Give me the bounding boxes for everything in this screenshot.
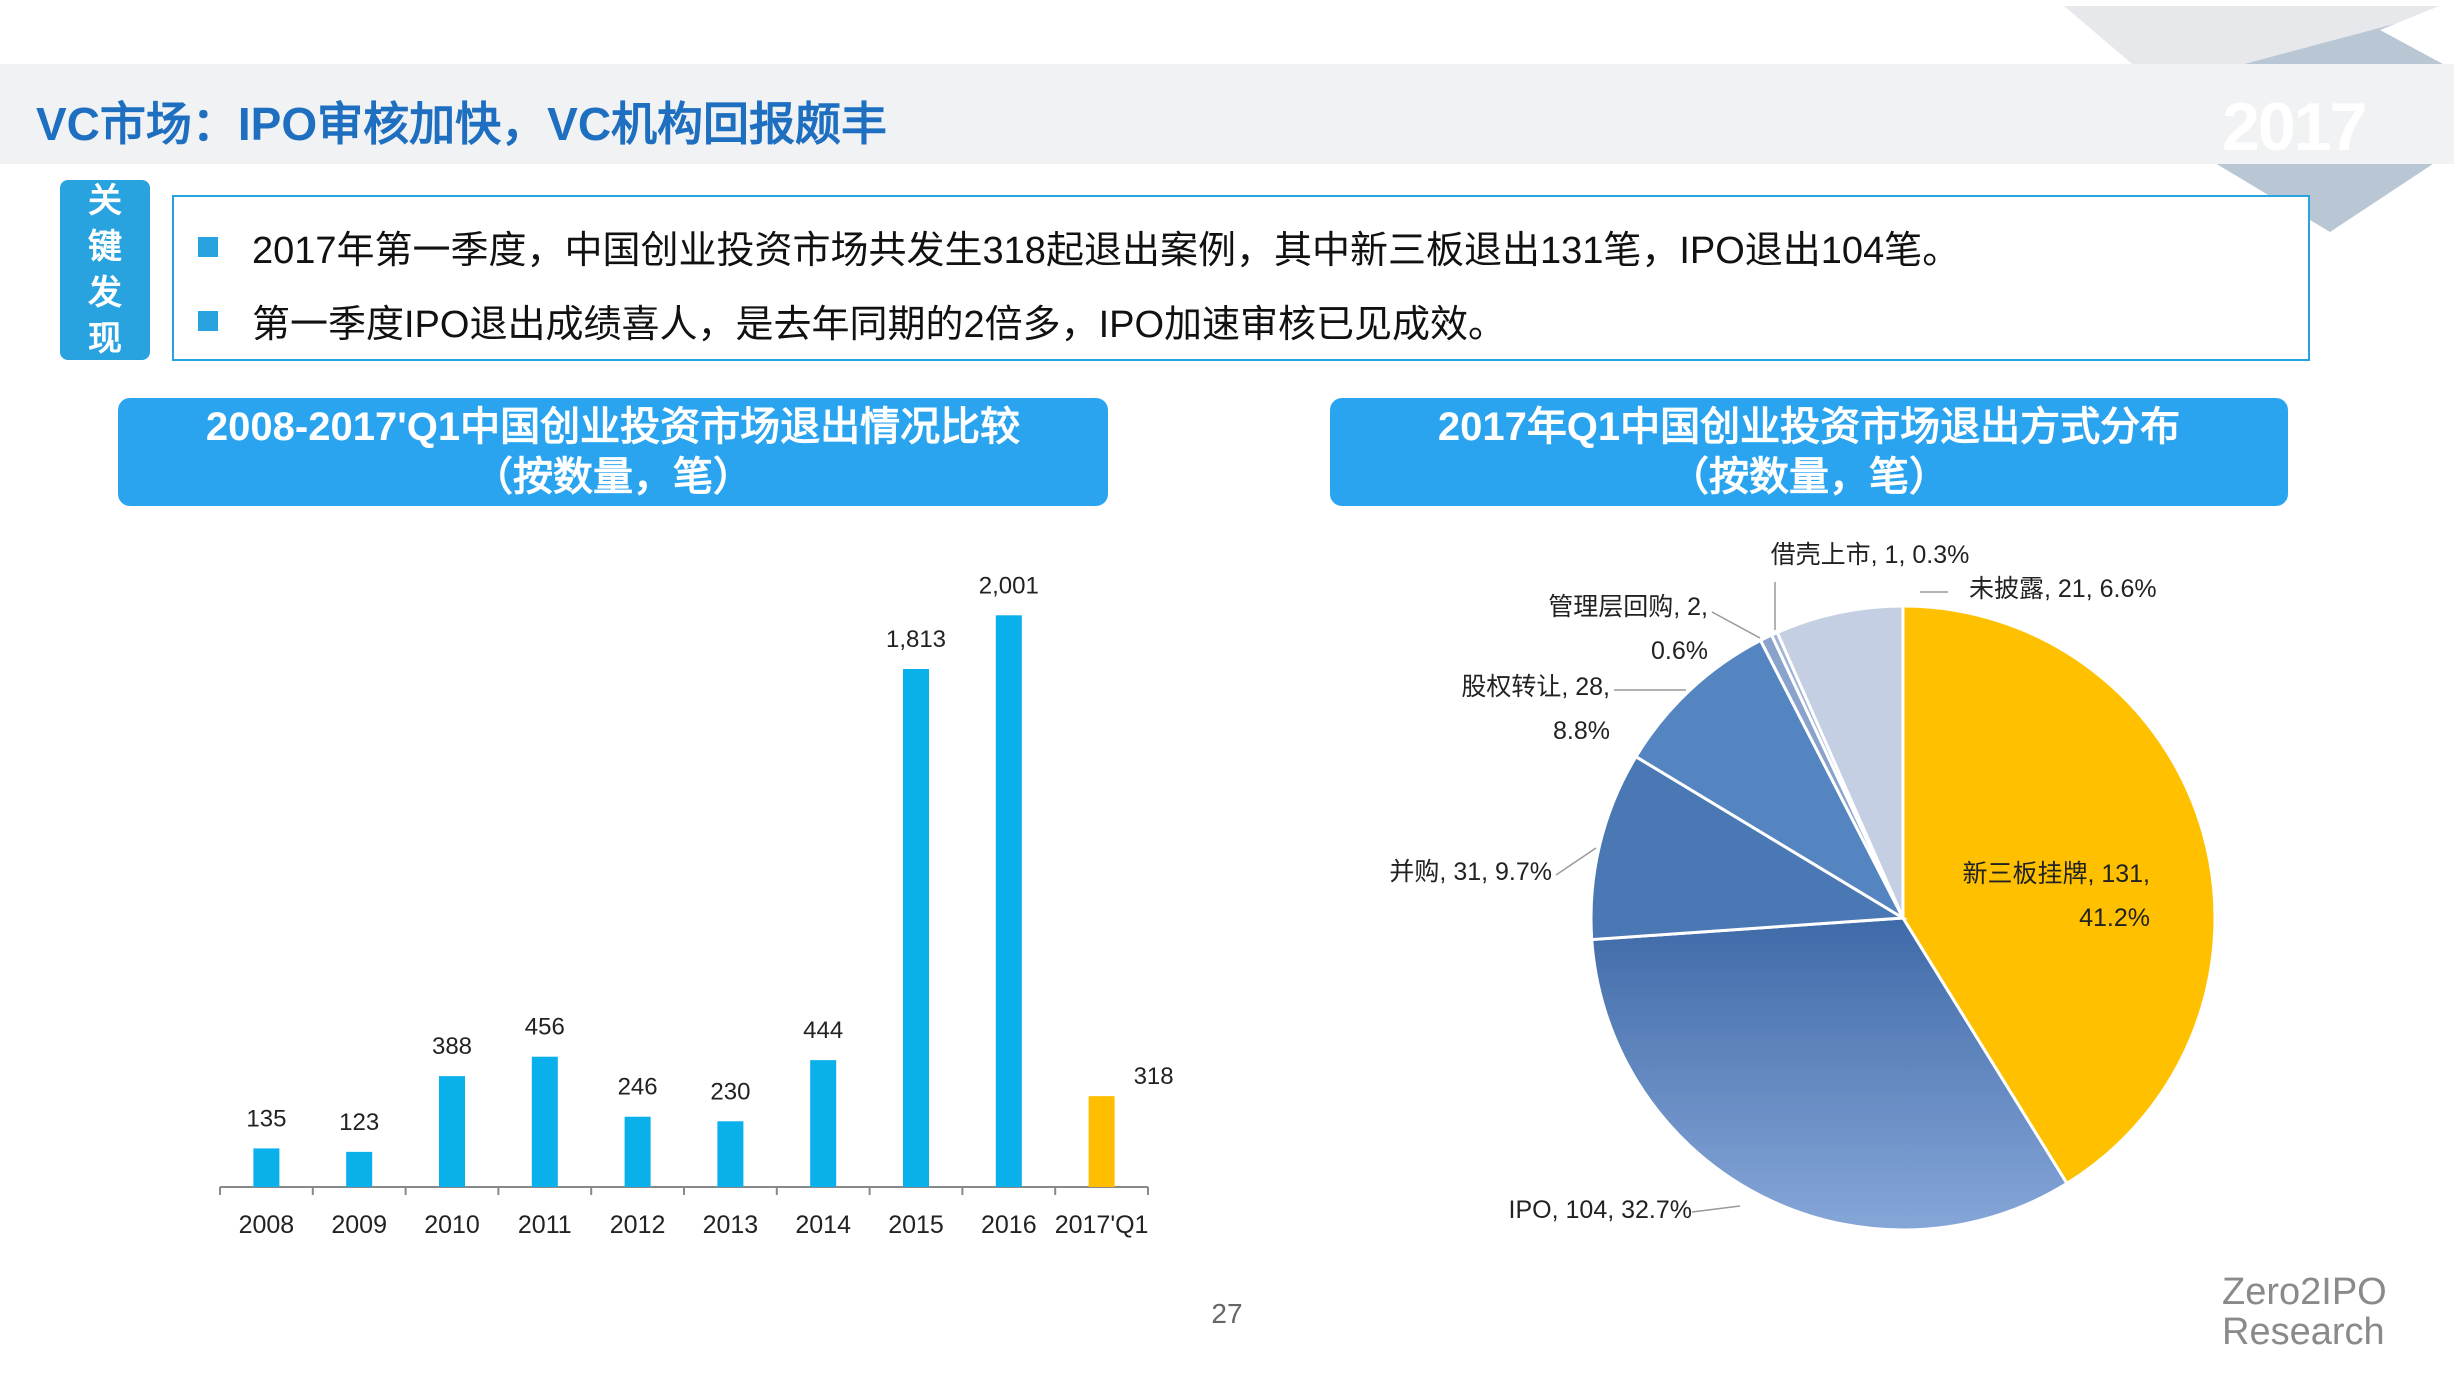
x-tick-label: 2014 (795, 1211, 851, 1239)
x-tick-label: 2016 (981, 1211, 1037, 1239)
bar (995, 615, 1022, 1187)
bar-value-label: 2,001 (979, 572, 1039, 599)
bar (810, 1060, 837, 1187)
square-bullet-icon (198, 236, 218, 257)
key-findings-label: 关 键 发 现 (60, 180, 150, 360)
pie-slice (1775, 604, 1905, 919)
bar (624, 1116, 651, 1187)
pie-chart-title: 2017年Q1中国创业投资市场退出方式分布 (1437, 405, 2181, 449)
bar-value-label: 456 (525, 1014, 565, 1041)
key-finding-text: 第一季度IPO退出成绩喜人，是去年同期的2倍多，IPO加速审核已见成效。 (252, 304, 1507, 346)
slice-label: 0.6% (1651, 637, 1708, 665)
pie-slice (1901, 604, 2217, 1186)
key-finding-item: 2017年第一季度，中国创业投资市场共发生318起退出案例，其中新三板退出131… (198, 219, 1960, 274)
pie-chart-header: 2017年Q1中国创业投资市场退出方式分布 （按数量，笔） (1330, 398, 2288, 506)
x-tick-label: 2012 (610, 1211, 666, 1239)
leader-line (1691, 1205, 1741, 1213)
slice-label: 41.2% (2079, 904, 2150, 932)
slice-label: 未披露, 21, 6.6% (1969, 575, 2157, 603)
page-title: VC市场：IPO审核加快，VC机构回报颇丰 (36, 98, 888, 150)
zero2ipo-logo: Zero2IPO Research (2222, 1272, 2387, 1352)
key-finding-text: 2017年第一季度，中国创业投资市场共发生318起退出案例，其中新三板退出131… (252, 230, 1961, 272)
x-tick-label: 2009 (331, 1211, 387, 1239)
key-label-char: 键 (88, 228, 122, 266)
bar (903, 669, 929, 1187)
bar-value-label: 123 (339, 1109, 379, 1136)
bar-chart-title: 2008-2017'Q1中国创业投资市场退出情况比较 (205, 405, 1021, 449)
logo-line: Zero2IPO (2222, 1271, 2387, 1313)
key-finding-item: 第一季度IPO退出成绩喜人，是去年同期的2倍多，IPO加速审核已见成效。 (198, 293, 1506, 348)
bar-value-label: 230 (710, 1078, 750, 1105)
x-tick-label: 2011 (518, 1211, 572, 1239)
key-findings-box: 2017年第一季度，中国创业投资市场共发生318起退出案例，其中新三板退出131… (172, 195, 2310, 361)
pie-slice (1633, 638, 1907, 923)
slice-label: IPO, 104, 32.7% (1509, 1196, 1692, 1224)
bar-value-label: 135 (246, 1105, 286, 1132)
x-tick-label: 2017'Q1 (1055, 1211, 1149, 1239)
slice-label: 借壳上市, 1, 0.3% (1771, 541, 1970, 569)
key-label-char: 发 (88, 274, 122, 312)
bar (439, 1076, 465, 1187)
bar-value-label: 444 (803, 1017, 843, 1044)
pie-chart-subtitle: （按数量，笔） (1669, 455, 1949, 499)
slice-label: 8.8% (1553, 717, 1610, 745)
bar (346, 1151, 373, 1187)
bar (717, 1121, 744, 1187)
key-label-char: 关 (88, 182, 122, 220)
slice-label: 股权转让, 28, (1461, 673, 1610, 701)
pie-slice (1590, 916, 2070, 1232)
logo-line: Research (2222, 1311, 2385, 1353)
bar-chart-header: 2008-2017'Q1中国创业投资市场退出情况比较 （按数量，笔） (118, 398, 1108, 506)
pie-chart: 新三板挂牌, 131, 41.2% IPO, 104, 32.7% 并购, 31, 9… (1389, 541, 2217, 1232)
x-tick-label: 2010 (424, 1211, 480, 1239)
bar-chart: 135 2008 123 2009 388 2010 456 2011 246 2012 230 20… (219, 572, 1174, 1239)
page-number: 27 (1211, 1298, 1243, 1329)
slice-label: 管理层回购, 2, (1548, 593, 1708, 621)
slice-label: 并购, 31, 9.7% (1389, 858, 1552, 886)
key-label-char: 现 (88, 320, 122, 358)
x-tick-label: 2008 (239, 1211, 295, 1239)
slice-label: 新三板挂牌, 131, (1962, 860, 2150, 888)
bar-value-label: 246 (618, 1074, 658, 1101)
bar-chart-subtitle: （按数量，笔） (473, 455, 753, 499)
leader-line (1555, 847, 1597, 876)
year-badge: 2017 (2222, 89, 2367, 165)
leader-line (1711, 611, 1761, 639)
x-tick-label: 2013 (703, 1211, 759, 1239)
bar-value-label: 1,813 (886, 626, 946, 653)
bar (1088, 1096, 1115, 1187)
bar (253, 1148, 280, 1187)
bar-value-label: 388 (432, 1033, 472, 1060)
bar (531, 1056, 558, 1187)
bar-value-label: 318 (1134, 1063, 1174, 1090)
x-tick-label: 2015 (888, 1211, 944, 1239)
square-bullet-icon (198, 310, 218, 331)
pie-slice (1589, 754, 1908, 942)
title-bar (0, 64, 2454, 164)
